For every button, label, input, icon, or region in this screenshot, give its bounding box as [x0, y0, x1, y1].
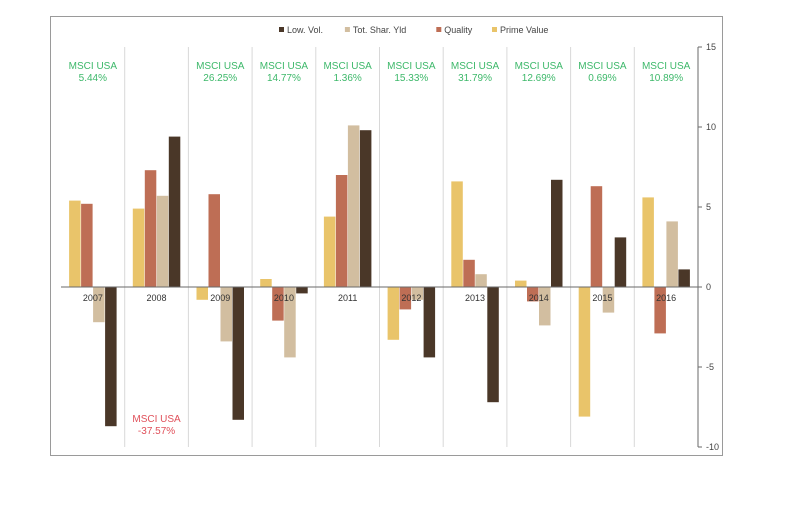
msci-label-2014: MSCI USA: [515, 61, 564, 72]
bar-quality-2016: [654, 287, 666, 334]
bar-low-vol-2008: [168, 136, 181, 287]
category-label-2009: 2009: [210, 293, 230, 303]
y-tick-label: -10: [706, 442, 719, 452]
bar-prime-value-2010: [260, 279, 272, 287]
legend-label: Prime Value: [500, 25, 548, 35]
bar-tot-shar-yld-2012: [411, 287, 424, 300]
bar-quality-2010: [272, 287, 284, 321]
bar-prime-value-2012: [387, 287, 400, 340]
category-labels: 2007 2008 2009 2010 2011 2012 2013 2014 2015 2016: [83, 293, 676, 303]
category-label-2007: 2007: [83, 293, 103, 303]
bar-tot-shar-yld-2014: [539, 287, 551, 326]
legend-swatch: [492, 27, 497, 32]
category-label-2015: 2015: [592, 293, 612, 303]
category-label-2013: 2013: [465, 293, 485, 303]
year-separators: [124, 47, 635, 447]
bar-low-vol-2011: [359, 130, 372, 287]
bar-tot-shar-yld-2015: [602, 287, 615, 313]
category-label-2008: 2008: [147, 293, 167, 303]
chart-frame: Low. Vol. Tot. Shar. Yld Quality Prime Valu…: [50, 16, 723, 456]
legend: Low. Vol. Tot. Shar. Yld Quality Prime Valu…: [279, 25, 548, 35]
bar-tot-shar-yld-2016: [666, 221, 678, 287]
bar-low-vol-2014: [551, 179, 563, 287]
legend-swatch: [279, 27, 284, 32]
msci-return-2008: -37.57%: [138, 426, 175, 437]
msci-label-2013: MSCI USA: [451, 61, 500, 72]
bar-tot-shar-yld-2009: [220, 287, 232, 342]
category-label-2016: 2016: [656, 293, 676, 303]
bar-tot-shar-yld-2013: [475, 274, 487, 287]
y-axis-ticks: -10 -5 0 5 10 15: [698, 42, 719, 452]
msci-return-2009: 26.25%: [203, 73, 237, 84]
msci-label-2015: MSCI USA: [578, 61, 627, 72]
msci-label-2010: MSCI USA: [260, 61, 309, 72]
legend-swatch: [436, 27, 442, 32]
bar-quality-2014: [527, 287, 539, 302]
legend-swatch: [344, 27, 350, 32]
msci-return-2011: 1.36%: [333, 73, 361, 84]
category-label-2014: 2014: [529, 293, 549, 303]
y-tick-label: 0: [706, 282, 711, 292]
y-tick-label: -5: [706, 362, 714, 372]
category-label-2011: 2011: [338, 293, 357, 303]
bar-tot-shar-yld-2008: [156, 195, 169, 287]
bar-low-vol-2016: [678, 269, 690, 287]
msci-return-2007: 5.44%: [79, 73, 107, 84]
msci-label-2007: MSCI USA: [69, 61, 118, 72]
msci-label-2008: MSCI USA: [132, 414, 181, 425]
bar-prime-value-2016: [642, 197, 654, 287]
msci-label-2016: MSCI USA: [642, 61, 691, 72]
bar-prime-value-2013: [451, 181, 463, 287]
bar-quality-2015: [590, 186, 603, 287]
msci-label-2009: MSCI USA: [196, 61, 245, 72]
msci-label-2012: MSCI USA: [387, 61, 436, 72]
msci-return-2016: 10.89%: [649, 73, 683, 84]
bar-quality-2008: [144, 170, 157, 287]
msci-return-2012: 15.33%: [394, 73, 428, 84]
msci-return-2010: 14.77%: [267, 73, 301, 84]
bar-quality-2012: [399, 287, 412, 310]
bar-low-vol-2007: [105, 287, 117, 427]
bar-low-vol-2010: [296, 287, 308, 294]
legend-label: Tot. Shar. Yld: [353, 25, 406, 35]
bar-low-vol-2015: [614, 237, 627, 287]
category-label-2010: 2010: [274, 293, 294, 303]
msci-return-2014: 12.69%: [522, 73, 556, 84]
bar-quality-2007: [81, 203, 93, 287]
bar-quality-2013: [463, 259, 475, 287]
bar-prime-value-2014: [515, 280, 527, 287]
bar-prime-value-2009: [196, 287, 208, 300]
bar-prime-value-2007: [69, 200, 81, 287]
msci-return-2013: 31.79%: [458, 73, 492, 84]
bar-prime-value-2015: [578, 287, 591, 417]
legend-label: Quality: [444, 25, 473, 35]
msci-return-2015: 0.69%: [588, 73, 616, 84]
legend-label: Low. Vol.: [287, 25, 323, 35]
bar-quality-2011: [335, 175, 348, 287]
bar-prime-value-2011: [323, 216, 336, 287]
category-label-2012: 2012: [401, 293, 421, 303]
bar-tot-shar-yld-2011: [347, 125, 360, 288]
msci-label-2011: MSCI USA: [323, 61, 372, 72]
bar-low-vol-2013: [487, 287, 499, 403]
y-tick-label: 15: [706, 42, 716, 52]
bar-low-vol-2009: [232, 287, 244, 420]
bars: [69, 125, 690, 427]
bar-prime-value-2008: [132, 208, 145, 287]
bar-low-vol-2012: [423, 287, 436, 358]
bar-tot-shar-yld-2007: [93, 287, 105, 323]
bar-tot-shar-yld-2010: [284, 287, 296, 358]
y-tick-label: 10: [706, 122, 716, 132]
bar-quality-2009: [208, 194, 220, 287]
bar-chart: Low. Vol. Tot. Shar. Yld Quality Prime Valu…: [61, 25, 719, 452]
y-tick-label: 5: [706, 202, 711, 212]
